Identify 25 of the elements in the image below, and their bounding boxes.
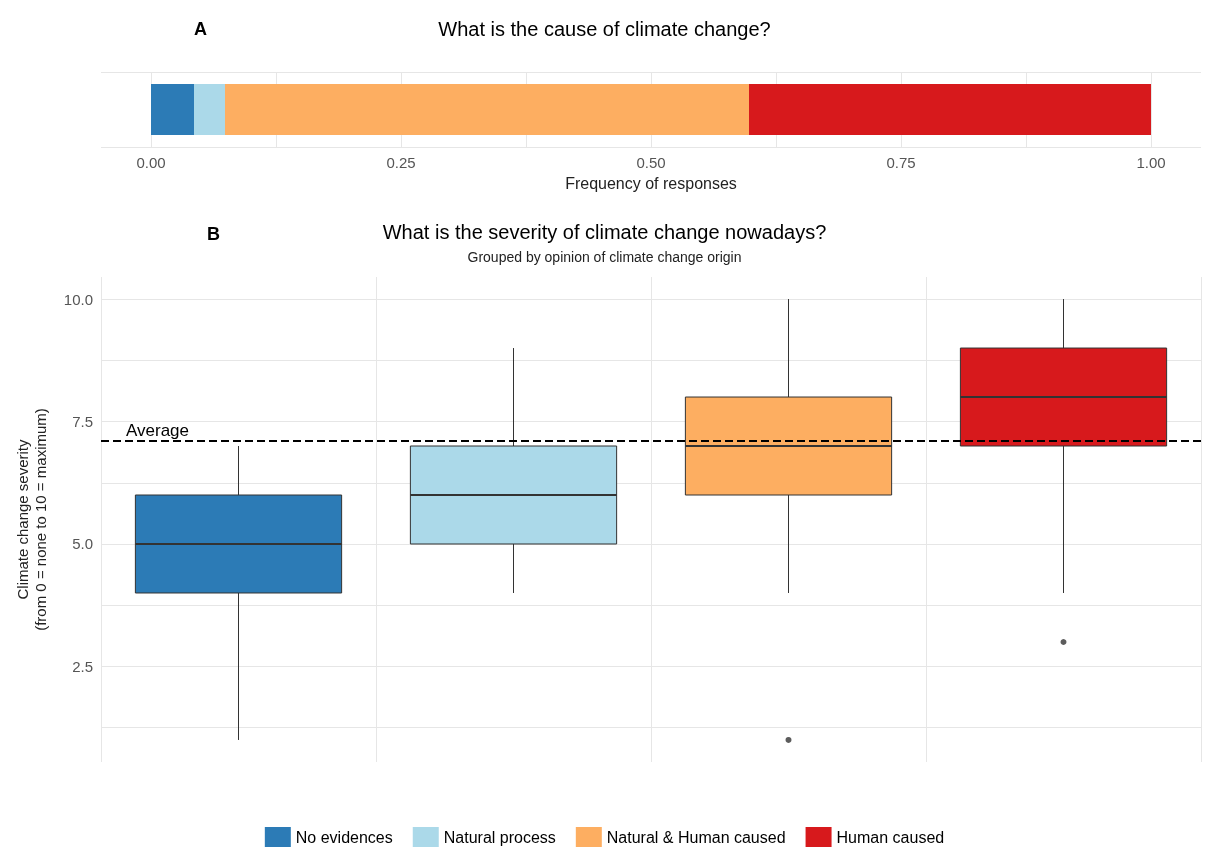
x-tick-label: 0.75	[886, 154, 916, 171]
bar	[749, 84, 1151, 135]
x-tick-label: 0.25	[386, 154, 416, 171]
text: A	[194, 19, 207, 39]
y-tick-label: 7.5	[72, 413, 93, 431]
x-tick-label: 0.50	[636, 154, 666, 171]
legend-label: Natural process	[443, 828, 556, 846]
text: B	[207, 224, 220, 244]
y-tick-label: 5.0	[72, 535, 93, 553]
bar	[151, 84, 194, 135]
x-tick-label: 0.00	[136, 154, 166, 171]
x-axis-title: Frequency of responses	[565, 174, 737, 192]
y-tick-label: 10.0	[63, 290, 93, 308]
x-tick-label: 1.00	[1136, 154, 1166, 171]
bar	[225, 84, 749, 135]
y-tick-label: 2.5	[72, 657, 93, 675]
legend-label: Natural & Human caused	[606, 828, 786, 846]
chart-title: What is the severity of climate change nowadays?	[382, 221, 827, 243]
legend-label: No evidences	[295, 828, 393, 846]
chart-subtitle: Grouped by opinion of climate change origin	[467, 249, 742, 265]
legend-label: Human caused	[836, 828, 945, 846]
ref-line-label: Average	[126, 421, 190, 441]
chart-title: What is the cause of climate change?	[438, 18, 771, 40]
bar	[194, 84, 225, 135]
y-axis-title: Climate change severity (from 0 = none to 10 = maximum)	[13, 408, 49, 631]
